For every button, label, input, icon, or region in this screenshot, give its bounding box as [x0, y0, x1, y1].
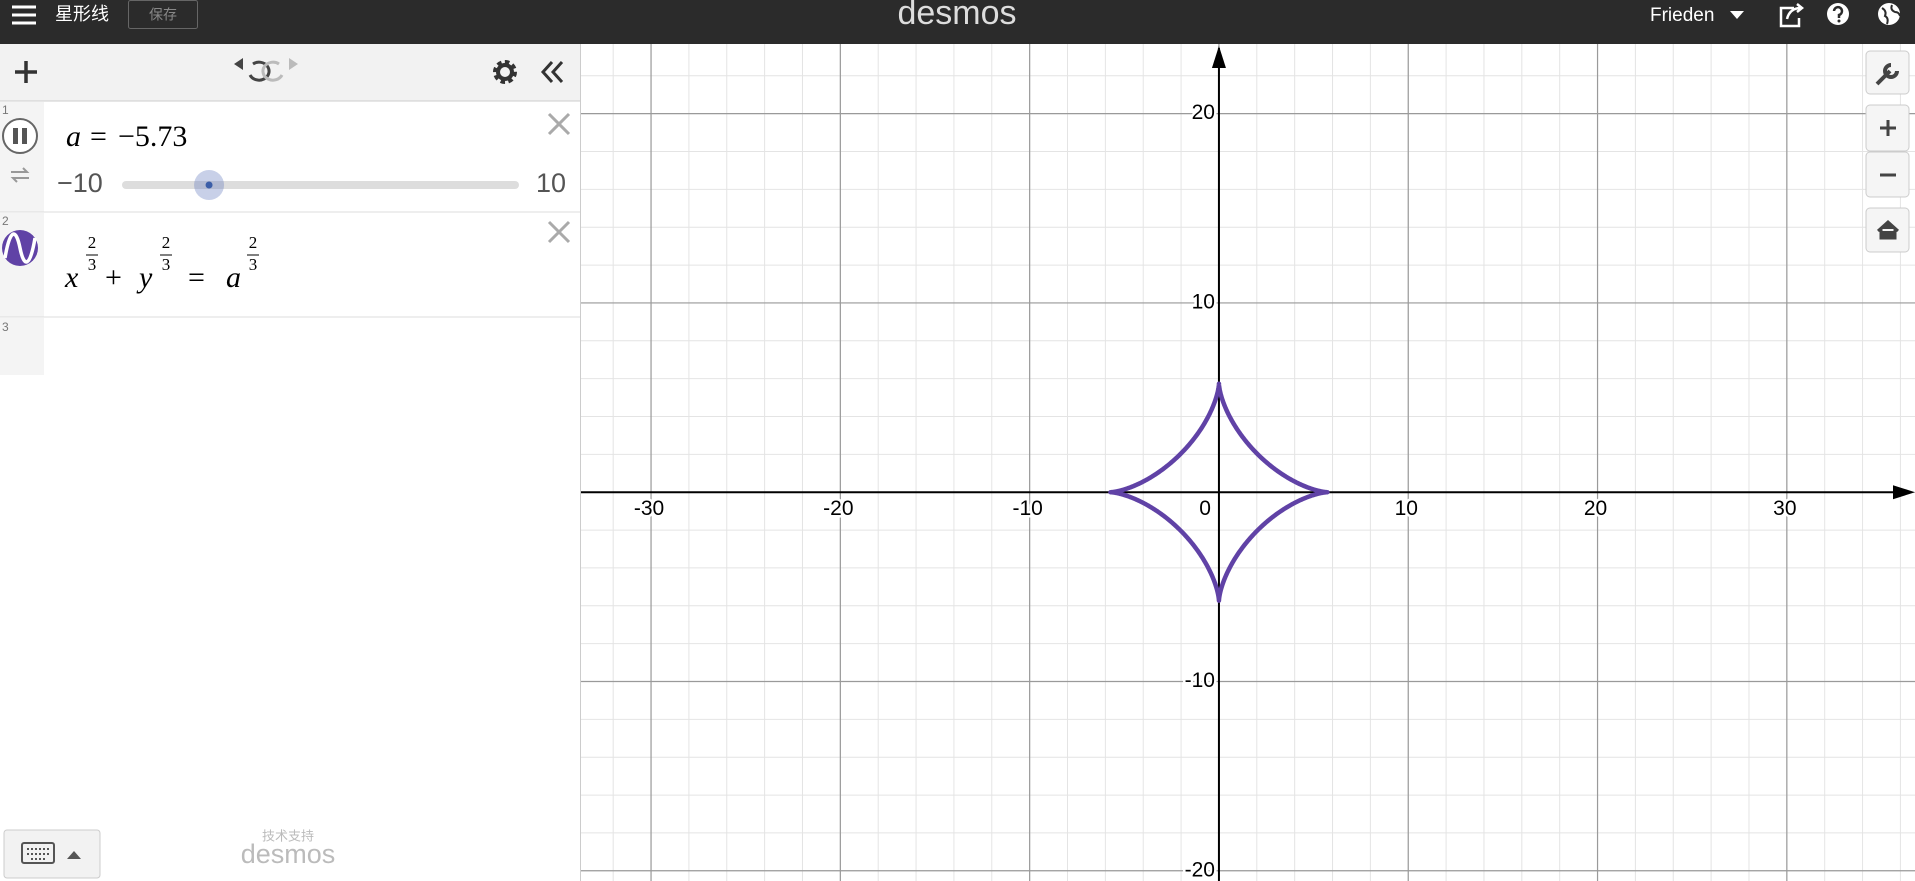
- graph-paper[interactable]: [581, 44, 1915, 881]
- zoom-in-button[interactable]: [1865, 104, 1910, 152]
- delete-button[interactable]: [547, 220, 571, 244]
- x-tick-label: 20: [1584, 497, 1607, 520]
- exponent-numerator: 2: [249, 233, 258, 252]
- help-button[interactable]: [1827, 3, 1849, 25]
- undo-button[interactable]: [248, 60, 271, 82]
- redo-button[interactable]: [261, 60, 284, 82]
- formula-base: a: [226, 261, 241, 294]
- graph: -30 -20 -10 0 10 20 30 -20 -10 10 20: [581, 44, 1915, 881]
- menu-button[interactable]: [12, 5, 36, 25]
- x-axis-arrow: [1893, 485, 1915, 500]
- loop-button[interactable]: [10, 167, 30, 183]
- redo-arrow: [289, 58, 298, 70]
- formula-operator: +: [105, 261, 122, 294]
- empty-expression[interactable]: [44, 318, 580, 375]
- slider-handle: [205, 181, 213, 189]
- keyboard-button[interactable]: [3, 829, 101, 879]
- y-tick-label: -20: [1185, 858, 1215, 881]
- language-button[interactable]: [1878, 3, 1901, 25]
- astroid-curve: [1108, 381, 1330, 603]
- x-tick-label: 30: [1773, 497, 1796, 520]
- row-number: 1: [2, 103, 9, 117]
- header: [0, 0, 1915, 44]
- formula-operator: =: [188, 261, 205, 294]
- slider-min: −10: [57, 168, 103, 198]
- graph-settings-button[interactable]: [1865, 50, 1910, 95]
- y-tick-label: 20: [1192, 101, 1215, 124]
- collapse-button[interactable]: [540, 60, 564, 84]
- default-viewport-button[interactable]: [1865, 207, 1910, 253]
- variable: a: [66, 120, 81, 153]
- graph-title[interactable]: 星形线: [55, 4, 109, 24]
- zoom-out-button[interactable]: [1865, 151, 1910, 198]
- row-gutter: [0, 318, 44, 375]
- formula-base: x: [64, 261, 79, 294]
- x-tick-label: 0: [1199, 497, 1211, 520]
- user-menu-caret[interactable]: [1730, 11, 1744, 19]
- save-button-label: 保存: [149, 7, 177, 23]
- y-tick-label: 10: [1192, 290, 1215, 313]
- y-axis-arrow: [1211, 46, 1226, 68]
- exponent-denominator: 3: [249, 255, 258, 274]
- toolbar: [0, 44, 580, 101]
- y-tick-label: -10: [1185, 669, 1215, 692]
- row-number: 2: [2, 214, 9, 228]
- exponent-denominator: 3: [88, 255, 97, 274]
- user-name[interactable]: Frieden: [1650, 5, 1714, 26]
- exponent-numerator: 2: [88, 233, 97, 252]
- exponent-numerator: 2: [162, 233, 171, 252]
- x-tick-label: -10: [1012, 497, 1042, 520]
- settings-button[interactable]: [493, 60, 517, 84]
- row-number: 3: [2, 320, 9, 334]
- x-tick-label: 10: [1395, 497, 1418, 520]
- delete-button[interactable]: [547, 112, 571, 136]
- pause-button[interactable]: [2, 118, 38, 154]
- equals: =: [90, 120, 107, 153]
- x-tick-label: -20: [823, 497, 853, 520]
- slider-max: 10: [536, 168, 566, 198]
- save-button[interactable]: [128, 0, 198, 29]
- formula: x23 y23 a23+ =: [64, 233, 259, 294]
- x-tick-label: -30: [634, 497, 664, 520]
- powered-by: 技术支持: [262, 828, 314, 843]
- slider: [122, 170, 519, 200]
- logo: desmos: [897, 0, 1016, 32]
- undo-arrow: [234, 58, 243, 70]
- curve-style-button[interactable]: [2, 230, 38, 266]
- share-button[interactable]: [1779, 3, 1805, 28]
- add-button[interactable]: [15, 61, 37, 83]
- footer-logo[interactable]: desmos: [241, 839, 336, 869]
- value: −5.73: [118, 120, 187, 153]
- formula-base: y: [136, 261, 153, 294]
- exponent-denominator: 3: [162, 255, 171, 274]
